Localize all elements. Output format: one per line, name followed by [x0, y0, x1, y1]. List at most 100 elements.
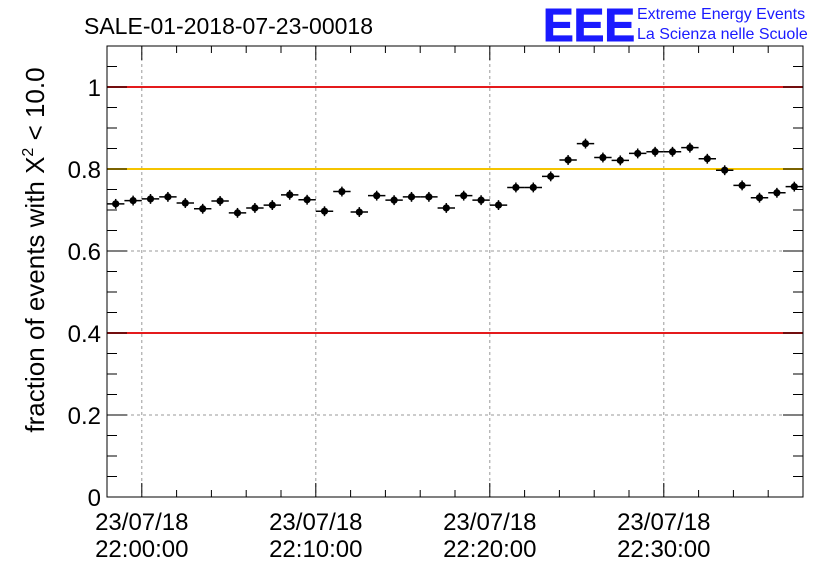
data-marker: [529, 183, 537, 192]
data-marker: [738, 181, 746, 189]
y-axis-label-prefix: fraction of events with: [20, 174, 50, 433]
data-marker: [216, 197, 224, 205]
x-tick-label-date: 23/07/18: [269, 509, 362, 536]
data-point: [698, 153, 716, 164]
data-marker: [547, 172, 555, 180]
data-point: [785, 181, 803, 192]
data-marker: [790, 183, 798, 191]
data-marker: [129, 196, 137, 205]
reference-lines: [107, 86, 803, 334]
data-point: [542, 171, 560, 182]
data-point: [350, 207, 368, 217]
data-marker: [442, 204, 450, 212]
data-point: [385, 195, 403, 206]
data-marker: [355, 208, 363, 216]
data-marker: [233, 209, 242, 217]
y-tick-label: 0.8: [68, 157, 101, 184]
data-point: [228, 207, 247, 218]
data-points: [107, 138, 803, 218]
data-point: [176, 198, 194, 208]
data-marker: [512, 183, 520, 192]
data-marker: [373, 192, 381, 200]
data-point: [663, 146, 682, 157]
data-marker: [251, 204, 259, 212]
data-point: [768, 187, 786, 198]
y-tick-label: 0.2: [68, 403, 101, 430]
data-point: [733, 180, 751, 191]
data-point: [315, 206, 334, 217]
data-marker: [268, 201, 276, 209]
data-point: [507, 182, 525, 193]
data-point: [681, 142, 699, 153]
data-marker: [564, 156, 572, 164]
x-tick-label-date: 23/07/18: [443, 509, 536, 536]
data-point: [246, 203, 264, 213]
y-axis-label-symbol: Χ: [20, 157, 50, 174]
data-marker: [338, 187, 346, 196]
data-point: [437, 203, 455, 213]
y-axis: 0 0.2 0.4 0.6 0.8 1: [68, 66, 803, 512]
grid: [107, 46, 803, 497]
eee-logo-letters: EEE: [543, 0, 635, 51]
data-marker: [651, 148, 659, 156]
data-marker: [460, 192, 468, 200]
data-point: [750, 192, 769, 203]
data-point: [263, 200, 281, 210]
data-point: [472, 195, 490, 206]
eee-logo-line1: Extreme Energy Events: [637, 6, 805, 23]
data-marker: [181, 199, 189, 207]
eee-logo: EEE Extreme Energy Events La Scienza nel…: [543, 0, 808, 52]
x-tick-label-time: 22:10:00: [269, 536, 362, 563]
data-marker: [581, 139, 590, 148]
x-tick-label-time: 22:30:00: [617, 536, 710, 563]
data-point: [594, 152, 612, 163]
data-marker: [286, 191, 294, 199]
data-marker: [425, 193, 433, 201]
data-marker: [599, 153, 607, 162]
data-point: [333, 186, 351, 197]
y-axis-label-suffix: < 10.0: [20, 67, 50, 147]
data-point: [211, 196, 229, 206]
plot-frame: [106, 45, 804, 498]
data-point: [629, 148, 647, 159]
chart-title: SALE-01-2018-07-23-00018: [84, 13, 373, 39]
y-axis-label-exponent: 2: [20, 148, 37, 157]
data-point: [141, 194, 160, 204]
data-point: [159, 191, 177, 202]
data-marker: [703, 155, 711, 163]
y-axis-label: fraction of events with Χ2 < 10.0: [20, 67, 50, 432]
x-tick-label-date: 23/07/18: [95, 509, 188, 536]
data-marker: [755, 194, 764, 202]
data-point: [298, 194, 316, 205]
data-point: [646, 146, 664, 157]
data-marker: [407, 193, 416, 201]
y-tick-label: 0.6: [68, 239, 101, 266]
data-point: [124, 195, 142, 206]
x-tick-label-time: 22:00:00: [95, 536, 188, 563]
data-marker: [773, 189, 781, 197]
data-marker: [634, 149, 642, 158]
data-marker: [303, 196, 311, 204]
y-tick-label: 0.4: [68, 321, 101, 348]
data-marker: [320, 207, 329, 215]
data-point: [611, 155, 629, 166]
y-tick-label: 1: [88, 75, 101, 102]
data-marker: [164, 193, 172, 201]
y-tick-label: 0: [88, 485, 101, 512]
data-point: [281, 189, 299, 200]
data-point: [524, 182, 542, 193]
data-point: [716, 165, 734, 176]
data-point: [194, 203, 212, 214]
data-marker: [112, 200, 120, 208]
data-marker: [146, 195, 155, 203]
x-tick-label-time: 22:20:00: [443, 536, 536, 563]
data-point: [420, 191, 438, 202]
x-tick-label-date: 23/07/18: [617, 509, 710, 536]
data-point: [402, 191, 421, 202]
data-marker: [616, 156, 624, 164]
data-point: [368, 190, 386, 201]
data-point: [489, 200, 508, 210]
data-marker: [494, 201, 503, 209]
eee-logo-line2: La Scienza nelle Scuole: [637, 26, 808, 43]
